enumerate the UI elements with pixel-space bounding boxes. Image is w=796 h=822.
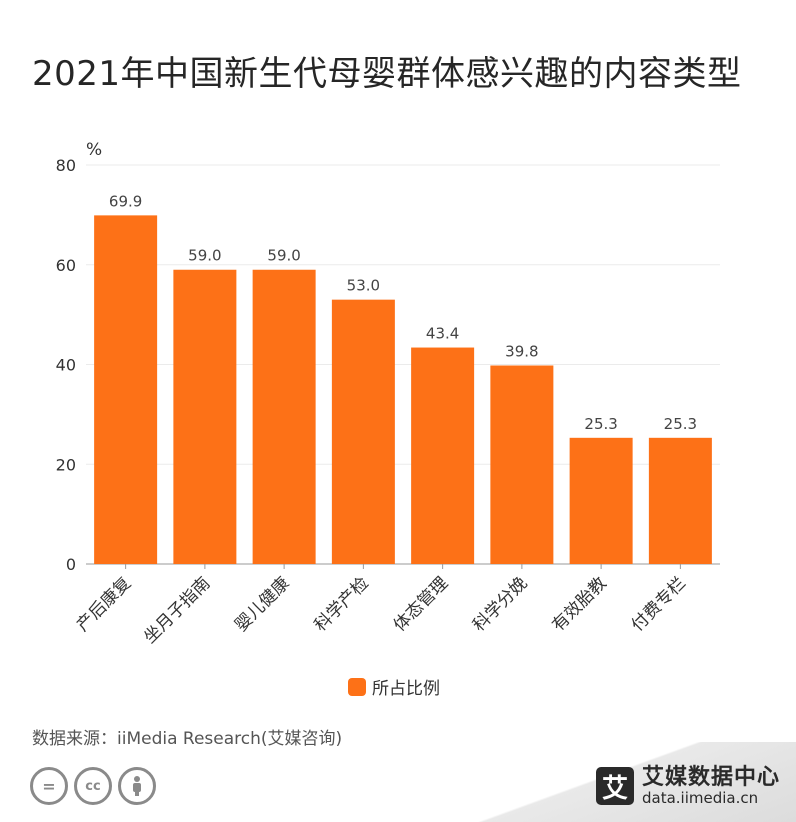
x-tick-label: 科学产检	[311, 573, 373, 635]
bar	[252, 269, 316, 564]
y-tick-label: 60	[56, 256, 76, 275]
bar	[490, 365, 554, 564]
brand-name: 艾媒数据中心	[641, 765, 780, 790]
data-label: 69.9	[109, 192, 142, 210]
x-tick-label: 产后康复	[73, 573, 135, 635]
x-tick-label: 有效胎教	[548, 573, 610, 635]
y-tick-label: 0	[66, 555, 76, 574]
bar	[173, 269, 237, 564]
x-tick-label: 体态管理	[390, 573, 452, 635]
y-unit-label: %	[86, 140, 102, 160]
bar	[648, 437, 712, 564]
y-tick-label: 20	[56, 455, 76, 474]
legend[interactable]: 所占比例	[348, 674, 440, 699]
bar	[331, 299, 395, 564]
data-label: 59.0	[188, 247, 221, 265]
bar	[411, 347, 475, 564]
chart-title: 2021年中国新生代母婴群体感兴趣的内容类型	[32, 54, 742, 94]
y-tick-label: 40	[56, 356, 76, 375]
data-label: 43.4	[426, 325, 459, 343]
data-label: 39.8	[505, 342, 538, 360]
brand-url: data.iimedia.cn	[641, 789, 759, 808]
source-note: 数据来源：iiMedia Research(艾媒咨询)	[32, 729, 343, 749]
person-icon	[118, 767, 156, 805]
x-tick-label: 坐月子指南	[140, 573, 214, 647]
bar-chart: 0 20 40 60 80% 69.9 产后康复 59.0 坐月子指南 59.0 婴儿健康 53.0 科…	[56, 140, 720, 648]
x-tick-label: 付费专栏	[628, 573, 690, 635]
bar	[569, 437, 633, 564]
bar	[94, 215, 158, 564]
data-label: 53.0	[347, 277, 380, 295]
x-tick-label: 科学分娩	[469, 573, 531, 635]
x-tick-label: 婴儿健康	[231, 573, 293, 635]
brand: 艾 艾媒数据中心 data.iimedia.cn	[595, 765, 780, 808]
y-tick-label: 80	[56, 156, 76, 175]
brand-logo-icon: 艾	[595, 767, 634, 806]
equal-icon: =	[30, 767, 68, 805]
license-badges: = cc	[30, 767, 156, 805]
legend-label: 所占比例	[372, 679, 440, 699]
data-label: 25.3	[664, 415, 697, 433]
data-label: 59.0	[267, 247, 300, 265]
data-label: 25.3	[584, 415, 617, 433]
legend-swatch	[348, 677, 366, 696]
cc-icon: cc	[74, 767, 112, 805]
